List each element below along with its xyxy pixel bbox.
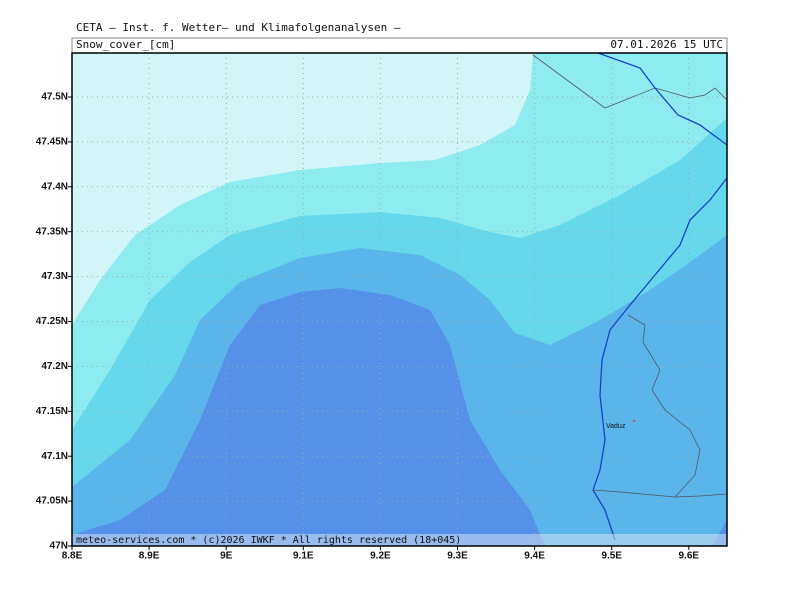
contour-fills [72, 53, 727, 546]
river-line [597, 52, 728, 146]
time-label: 07.01.2026 15 UTC [610, 38, 723, 51]
border-line [592, 314, 728, 498]
place-label: Vaduz [606, 423, 626, 430]
y-tick-label: 47.35N [36, 226, 68, 237]
x-tick-label: 9E [220, 551, 233, 562]
variable-label: Snow_cover_[cm] [76, 38, 175, 51]
x-tick-label: 9.4E [524, 551, 545, 562]
x-tick-label: 8.9E [139, 551, 160, 562]
x-tick-label: 9.2E [370, 551, 391, 562]
grid [72, 53, 727, 546]
border-line [532, 54, 728, 109]
header-title: CETA – Inst. f. Wetter– und Klimafolgena… [76, 21, 401, 34]
borders [532, 52, 728, 541]
river-line [592, 177, 728, 541]
y-tick-label: 47.2N [41, 361, 68, 372]
y-tick-label: 47.05N [36, 496, 68, 507]
x-tick-label: 9.3E [447, 551, 468, 562]
y-tick-label: 47.5N [41, 92, 68, 103]
map-frame [71, 52, 728, 547]
x-tick-label: 9.1E [293, 551, 314, 562]
x-tick-label: 9.5E [601, 551, 622, 562]
y-tick-label: 47.25N [36, 316, 68, 327]
fill-level-5 [72, 288, 545, 546]
y-tick-label: 47N [50, 541, 68, 552]
ticks: 8.8E 8.9E 9E 9.1E 9.2E 9.3E 9.4E 9.5E 9.6E 47N 47.… [36, 92, 700, 562]
y-tick-label: 47.1N [41, 451, 68, 462]
x-tick-label: 8.8E [62, 551, 83, 562]
y-tick-label: 47.3N [41, 271, 68, 282]
place-dot [632, 419, 636, 423]
footer-text: meteo-services.com * (c)2026 IWKF * All … [76, 535, 461, 546]
footer-bar [72, 534, 727, 546]
y-tick-label: 47.4N [41, 181, 68, 192]
x-tick-label: 9.6E [679, 551, 700, 562]
y-tick-label: 47.15N [36, 406, 68, 417]
y-tick-label: 47.45N [36, 137, 68, 148]
